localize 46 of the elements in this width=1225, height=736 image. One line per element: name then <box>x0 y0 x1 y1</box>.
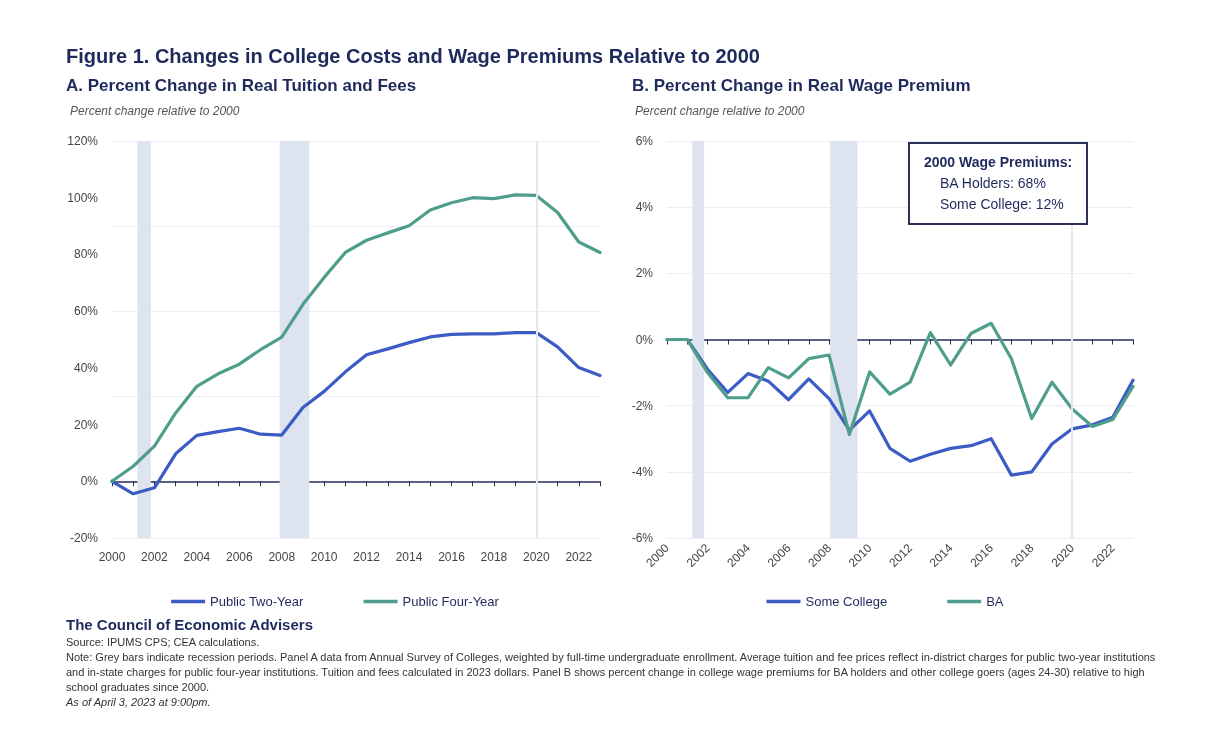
text: The Council of Economic Advisers <box>66 616 314 633</box>
y-tick-label: 6% <box>635 134 654 148</box>
x-tick-label: 2022 <box>565 550 593 564</box>
line-series <box>665 321 1135 437</box>
x-tick-label: 2014 <box>395 550 423 564</box>
x-tick-label: 2008 <box>268 550 296 564</box>
y-axis-title: Percent change relative to 2000 <box>70 104 240 118</box>
x-tick-label: 2002 <box>141 550 169 564</box>
x-tick-label: 2020 <box>523 550 551 564</box>
y-tick-label: -2% <box>631 398 654 413</box>
y-tick-label: 4% <box>635 200 654 215</box>
x-tick-label: 2012 <box>353 550 381 564</box>
legend-label: Public Four-Year <box>402 594 500 609</box>
chart-title: Figure 1. Changes in College Costs and Wage Premiums Relative to 2000 <box>66 45 760 68</box>
line-series <box>110 193 602 483</box>
x-tick-label: 2004 <box>183 550 211 564</box>
source-note: Source: IPUMS CPS; CEA calculations. <box>66 635 261 650</box>
legend-label: Some College <box>805 594 888 609</box>
y-tick-label: 40% <box>73 360 99 375</box>
y-tick-label: -6% <box>631 531 654 545</box>
y-tick-label: -4% <box>631 464 654 479</box>
x-tick-label: 2000 <box>98 550 126 564</box>
text: As of April 3, 2023 at 9:00pm. <box>66 695 212 710</box>
chart-title: B. Percent Change in Real Wage Premium <box>632 76 971 96</box>
annotation: 2000 Wage Premiums: <box>924 153 1073 172</box>
y-tick-label: 2% <box>635 266 654 281</box>
text: Note: Grey bars indicate recession periods. Panel A data from Annual Survey of Colleges, weighted by full-time undergraduate enrollment. Average tuition and fee prices reflect in-district charges for public two-year institutions and in-state charges for public four-year institutions. Tuition and fees calculated in 2023 dollars. Panel B shows percent change in college wage premiums for BA holders and other college goers (ages 24-30) relative to high school graduates since 2000. <box>66 650 1156 695</box>
x-tick-label: 2018 <box>480 550 508 564</box>
legend-label: BA <box>986 594 1004 609</box>
y-axis-title: Percent change relative to 2000 <box>635 104 805 118</box>
legend-label: Public Two-Year <box>210 594 304 609</box>
x-tick-label: 2010 <box>310 550 338 564</box>
line-series <box>110 331 602 496</box>
y-tick-label: -20% <box>69 531 99 545</box>
y-tick-label: 60% <box>73 304 99 319</box>
annotation: Some College: 12% <box>939 195 1065 214</box>
y-tick-label: 100% <box>67 190 99 205</box>
y-tick-label: 20% <box>73 417 99 432</box>
y-tick-label: 0% <box>80 474 99 489</box>
y-tick-label: 80% <box>73 247 99 262</box>
y-tick-label: 120% <box>67 134 99 148</box>
y-tick-label: 0% <box>635 332 654 347</box>
x-tick-label: 2006 <box>225 550 253 564</box>
annotation: BA Holders: 68% <box>939 174 1047 193</box>
x-tick-label: 2016 <box>438 550 466 564</box>
chart-subtitle: A. Percent Change in Real Tuition and Fees <box>66 76 417 96</box>
